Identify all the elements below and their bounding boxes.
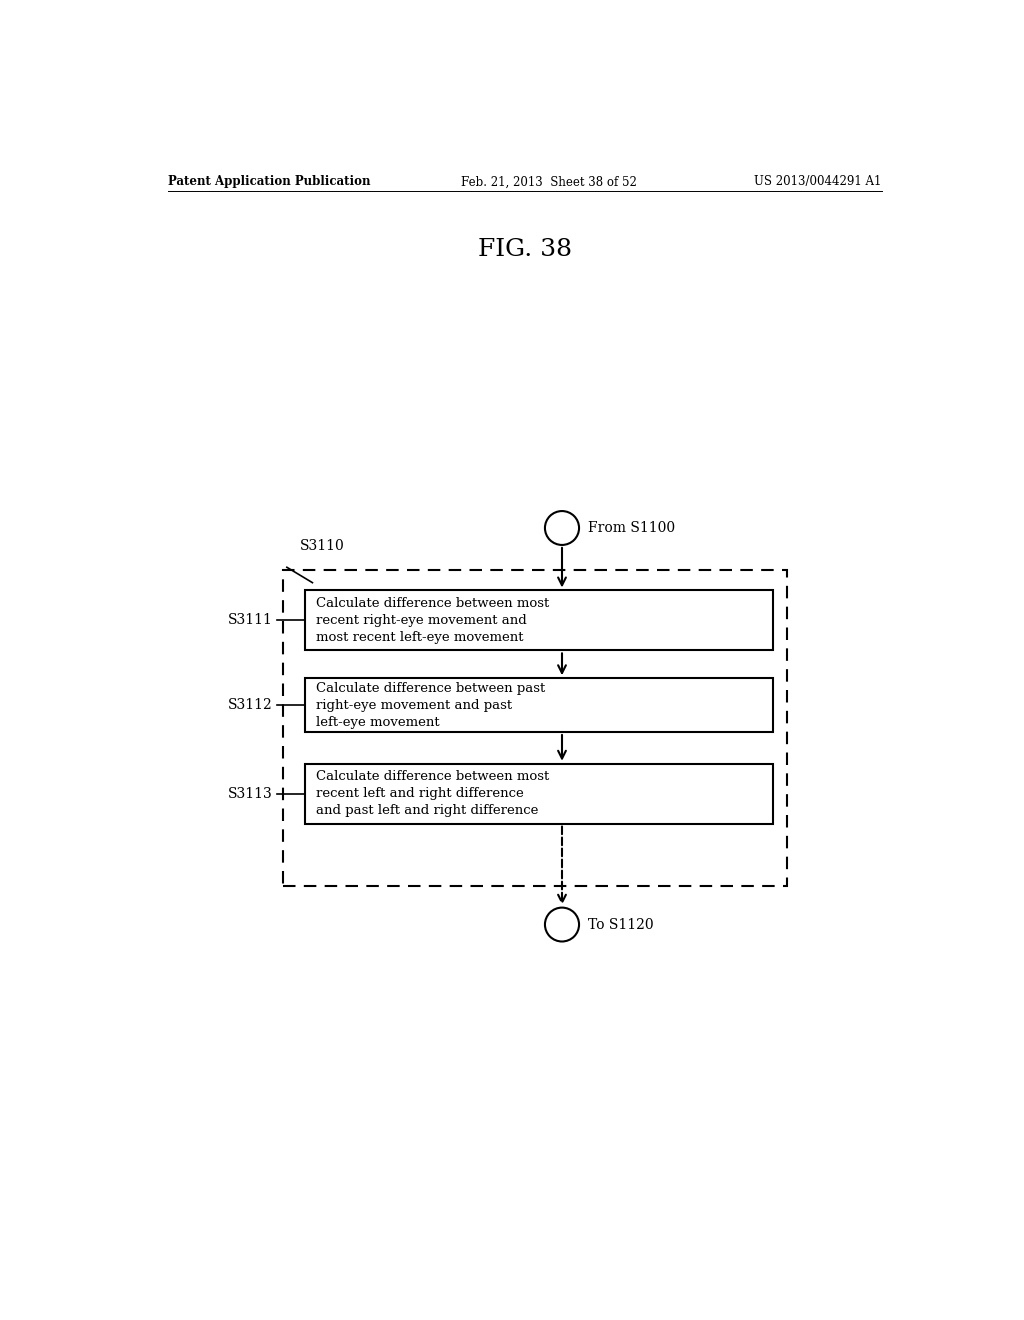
Text: To S1120: To S1120 [589,917,654,932]
Text: Patent Application Publication: Patent Application Publication [168,176,371,189]
Text: S3111: S3111 [228,614,273,627]
Circle shape [545,908,579,941]
Bar [305,590,773,651]
Bar [305,763,773,824]
Text: Calculate difference between most
recent right-eye movement and
most recent left: Calculate difference between most recent… [316,597,550,644]
Text: Calculate difference between past
right-eye movement and past
left-eye movement: Calculate difference between past right-… [316,681,546,729]
Text: US 2013/0044291 A1: US 2013/0044291 A1 [754,176,882,189]
Circle shape [545,511,579,545]
Text: S3113: S3113 [228,787,273,801]
Bar [305,678,773,733]
Text: From S1100: From S1100 [589,521,676,535]
Text: S3110: S3110 [300,540,345,553]
Text: S3112: S3112 [228,698,273,711]
Text: FIG. 38: FIG. 38 [478,239,571,261]
Text: Feb. 21, 2013  Sheet 38 of 52: Feb. 21, 2013 Sheet 38 of 52 [461,176,637,189]
Bar [283,570,786,886]
Text: Calculate difference between most
recent left and right difference
and past left: Calculate difference between most recent… [316,770,550,817]
